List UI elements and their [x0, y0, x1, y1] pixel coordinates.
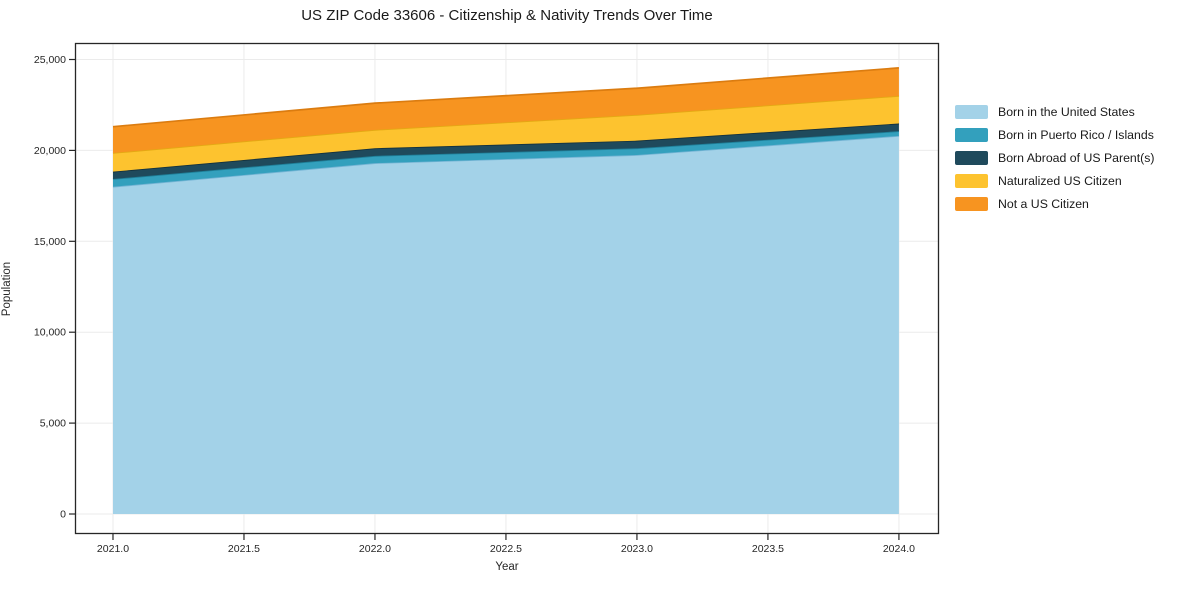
- area-band-3: [112, 95, 899, 172]
- x-axis-label: Year: [495, 561, 519, 573]
- legend: Born in the United States Born in Puerto …: [955, 105, 1155, 220]
- legend-swatch-icon: [955, 128, 988, 142]
- area-band-4: [112, 67, 899, 153]
- y-tick-label: 10,000: [34, 327, 66, 339]
- y-tick-label: 20,000: [34, 145, 66, 157]
- y-tick-label: 5,000: [40, 418, 66, 430]
- y-tick-label: 25,000: [34, 54, 66, 66]
- x-tick-label: 2023.0: [621, 543, 653, 555]
- x-tick-label: 2022.0: [359, 543, 391, 555]
- area-band-edge-4: [112, 67, 899, 128]
- y-tick-label: 0: [60, 509, 66, 521]
- legend-item-4: Not a US Citizen: [955, 197, 1155, 211]
- chart-title: US ZIP Code 33606 - Citizenship & Nativi…: [301, 7, 713, 24]
- legend-swatch-icon: [955, 105, 988, 119]
- plot-frame: [74, 42, 940, 535]
- y-axis-label: Population: [1, 261, 13, 317]
- legend-swatch-icon: [955, 151, 988, 165]
- legend-swatch-icon: [955, 174, 988, 188]
- legend-item-3: Naturalized US Citizen: [955, 174, 1155, 188]
- x-tick-label: 2024.0: [883, 543, 915, 555]
- legend-label: Not a US Citizen: [998, 197, 1089, 211]
- area-band-2: [112, 123, 899, 179]
- legend-item-2: Born Abroad of US Parent(s): [955, 151, 1155, 165]
- x-tick-label: 2023.5: [752, 543, 784, 555]
- x-tick-label: 2022.5: [490, 543, 522, 555]
- legend-label: Naturalized US Citizen: [998, 174, 1122, 188]
- area-band-0: [112, 135, 899, 515]
- x-tick-label: 2021.0: [97, 543, 129, 555]
- y-tick-label: 15,000: [34, 236, 66, 248]
- legend-swatch-icon: [955, 197, 988, 211]
- legend-item-1: Born in Puerto Rico / Islands: [955, 128, 1155, 142]
- legend-label: Born Abroad of US Parent(s): [998, 151, 1155, 165]
- area-band-1: [112, 131, 899, 187]
- legend-label: Born in the United States: [998, 105, 1135, 119]
- x-tick-label: 2021.5: [228, 543, 260, 555]
- legend-label: Born in Puerto Rico / Islands: [998, 128, 1154, 142]
- legend-item-0: Born in the United States: [955, 105, 1155, 119]
